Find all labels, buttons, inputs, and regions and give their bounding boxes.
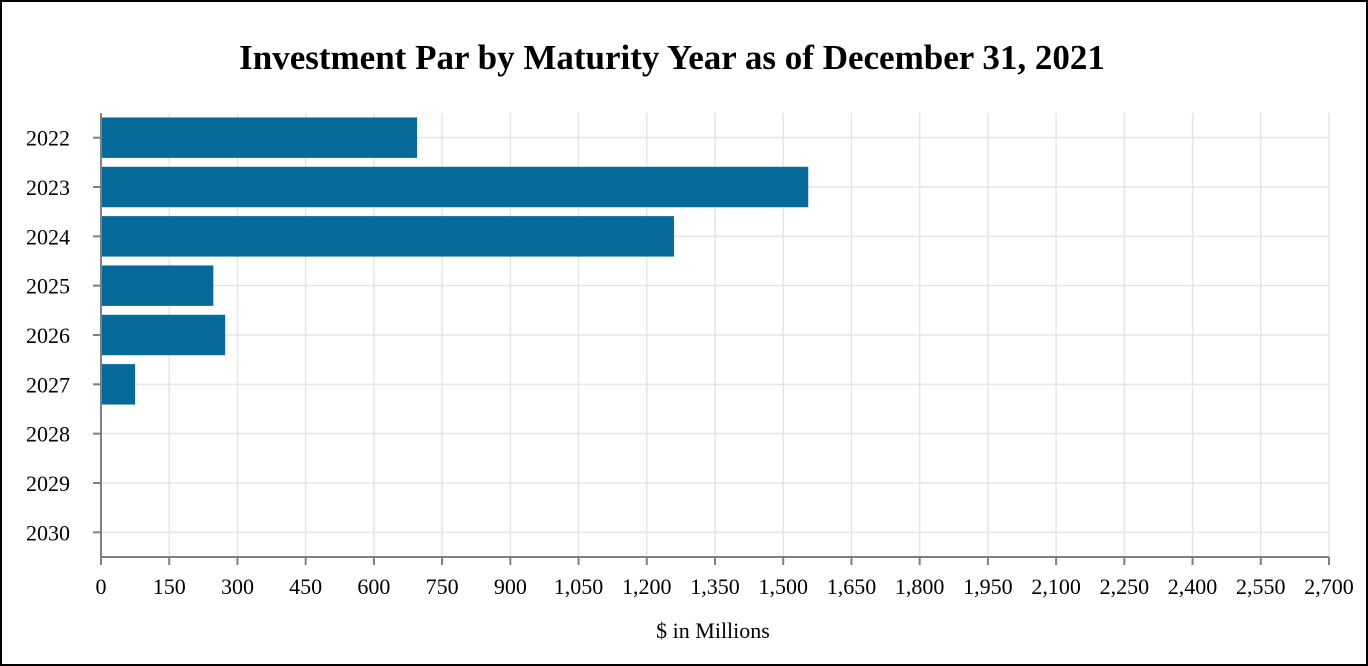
x-tick-label: 300 [221, 574, 254, 599]
y-tick-label: 2029 [26, 471, 70, 496]
y-tick-labels: 2022 2023 2024 2025 2026 2027 2028 2029 2030 [26, 126, 70, 546]
bar-2022 [101, 117, 418, 158]
y-tick-label: 2022 [26, 126, 70, 151]
axes [93, 113, 1330, 565]
bar-2027 [101, 364, 136, 405]
bar-2026 [101, 314, 226, 356]
y-tick-label: 2028 [26, 422, 70, 447]
y-tick-label: 2026 [26, 323, 70, 348]
y-tick-label: 2023 [26, 175, 70, 200]
x-tick-label: 1,350 [690, 574, 740, 599]
x-tick-label: 0 [96, 574, 107, 599]
x-tick-label: 2,400 [1168, 574, 1218, 599]
x-tick-label: 900 [494, 574, 527, 599]
x-tick-label: 1,950 [963, 574, 1013, 599]
x-tick-label: 450 [289, 574, 322, 599]
x-tick-label: 2,250 [1100, 574, 1150, 599]
bar-2023 [101, 166, 809, 208]
bars [101, 117, 809, 405]
x-tick-label: 600 [357, 574, 390, 599]
x-tick-label: 2,700 [1304, 574, 1354, 599]
x-tick-label: 2,550 [1236, 574, 1286, 599]
x-axis-label: $ in Millions [656, 618, 770, 643]
x-tick-label: 1,800 [895, 574, 945, 599]
bar-2025 [101, 265, 214, 306]
x-tick-label: 2,100 [1031, 574, 1081, 599]
y-tick-label: 2027 [26, 372, 70, 397]
y-tick-label: 2030 [26, 520, 70, 545]
x-tick-label: 150 [153, 574, 186, 599]
x-tick-label: 1,500 [758, 574, 808, 599]
chart-title: Investment Par by Maturity Year as of De… [239, 38, 1105, 77]
x-tick-label: 1,050 [554, 574, 604, 599]
x-tick-label: 1,200 [622, 574, 672, 599]
y-tick-label: 2025 [26, 274, 70, 299]
x-tick-label: 1,650 [827, 574, 877, 599]
x-tick-label: 750 [426, 574, 459, 599]
y-tick-label: 2024 [26, 224, 70, 249]
bar-2024 [101, 216, 675, 257]
x-tick-labels: 0 150 300 450 600 750 900 1,050 1,200 1,350 1,500 1… [96, 574, 1354, 599]
